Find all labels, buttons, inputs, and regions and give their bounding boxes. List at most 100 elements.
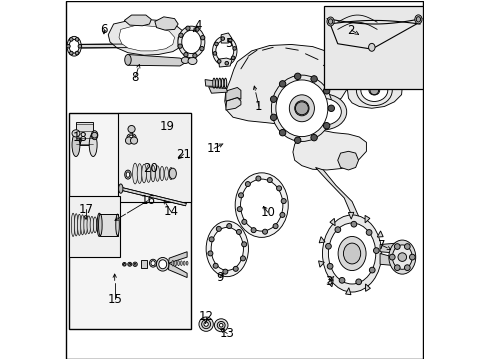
Text: 10: 10 xyxy=(260,206,275,219)
Polygon shape xyxy=(337,151,358,170)
Circle shape xyxy=(323,87,329,94)
Polygon shape xyxy=(327,280,333,287)
Ellipse shape xyxy=(89,133,97,157)
Circle shape xyxy=(69,37,73,41)
Circle shape xyxy=(185,26,190,30)
Text: 13: 13 xyxy=(220,327,234,340)
Text: 12: 12 xyxy=(198,310,213,324)
Circle shape xyxy=(128,126,135,133)
Text: 16: 16 xyxy=(140,194,155,207)
Polygon shape xyxy=(108,19,187,55)
Polygon shape xyxy=(379,243,402,253)
Circle shape xyxy=(209,237,214,242)
Bar xyxy=(69,196,120,257)
Text: 14: 14 xyxy=(163,205,178,218)
Ellipse shape xyxy=(169,167,172,180)
Circle shape xyxy=(262,229,267,234)
Ellipse shape xyxy=(240,179,282,231)
Circle shape xyxy=(240,256,245,261)
Ellipse shape xyxy=(171,260,173,266)
Polygon shape xyxy=(315,167,360,234)
Ellipse shape xyxy=(271,75,332,141)
Text: 20: 20 xyxy=(143,162,158,175)
Ellipse shape xyxy=(219,323,223,327)
Circle shape xyxy=(194,27,199,31)
Circle shape xyxy=(276,186,281,191)
Polygon shape xyxy=(168,252,187,263)
Polygon shape xyxy=(208,87,227,93)
Ellipse shape xyxy=(203,322,208,326)
Circle shape xyxy=(366,230,371,235)
Circle shape xyxy=(226,224,231,229)
Circle shape xyxy=(217,59,221,63)
Circle shape xyxy=(397,253,406,261)
Bar xyxy=(324,6,422,89)
Text: 21: 21 xyxy=(176,148,191,161)
Circle shape xyxy=(334,227,340,233)
Circle shape xyxy=(221,37,224,40)
Circle shape xyxy=(404,244,409,249)
Circle shape xyxy=(355,279,361,285)
Circle shape xyxy=(223,269,227,274)
Ellipse shape xyxy=(392,245,411,269)
Circle shape xyxy=(326,264,332,269)
Circle shape xyxy=(325,243,331,249)
Ellipse shape xyxy=(151,165,155,182)
Ellipse shape xyxy=(201,320,210,329)
Circle shape xyxy=(179,33,183,37)
Ellipse shape xyxy=(224,78,226,88)
Circle shape xyxy=(369,86,378,95)
Circle shape xyxy=(281,199,285,204)
Polygon shape xyxy=(120,187,186,206)
Ellipse shape xyxy=(122,262,126,266)
Ellipse shape xyxy=(178,26,204,58)
Circle shape xyxy=(130,137,137,144)
Ellipse shape xyxy=(164,167,168,180)
Text: 6: 6 xyxy=(100,23,107,36)
Ellipse shape xyxy=(149,259,156,267)
Circle shape xyxy=(207,251,212,256)
Ellipse shape xyxy=(78,214,81,235)
Ellipse shape xyxy=(97,213,101,237)
Circle shape xyxy=(178,44,182,48)
Polygon shape xyxy=(346,72,402,108)
Ellipse shape xyxy=(177,261,179,266)
Ellipse shape xyxy=(137,164,142,183)
Ellipse shape xyxy=(132,163,137,184)
Circle shape xyxy=(323,122,329,129)
Circle shape xyxy=(267,177,272,183)
Ellipse shape xyxy=(159,260,166,269)
Circle shape xyxy=(224,62,228,65)
Ellipse shape xyxy=(69,40,79,53)
Circle shape xyxy=(233,266,238,271)
Ellipse shape xyxy=(414,15,421,24)
Circle shape xyxy=(78,44,81,48)
Circle shape xyxy=(327,105,334,112)
Polygon shape xyxy=(225,87,241,101)
Ellipse shape xyxy=(187,57,197,64)
Ellipse shape xyxy=(221,78,224,88)
Circle shape xyxy=(388,254,394,260)
Polygon shape xyxy=(347,212,353,219)
Ellipse shape xyxy=(169,168,176,179)
Circle shape xyxy=(183,53,188,57)
Ellipse shape xyxy=(124,170,131,179)
Text: 11: 11 xyxy=(206,142,221,155)
Circle shape xyxy=(339,278,344,283)
Circle shape xyxy=(255,176,261,181)
Ellipse shape xyxy=(93,217,97,233)
Ellipse shape xyxy=(128,264,130,265)
Text: 19: 19 xyxy=(159,121,174,134)
Text: 9: 9 xyxy=(216,271,224,284)
Polygon shape xyxy=(168,263,187,278)
Circle shape xyxy=(200,36,204,40)
Ellipse shape xyxy=(415,17,420,22)
Circle shape xyxy=(294,137,300,143)
Circle shape xyxy=(213,51,216,55)
Ellipse shape xyxy=(123,264,125,265)
Polygon shape xyxy=(119,25,174,51)
Ellipse shape xyxy=(294,101,308,116)
Ellipse shape xyxy=(218,78,221,88)
Ellipse shape xyxy=(151,261,155,266)
Circle shape xyxy=(350,221,356,227)
